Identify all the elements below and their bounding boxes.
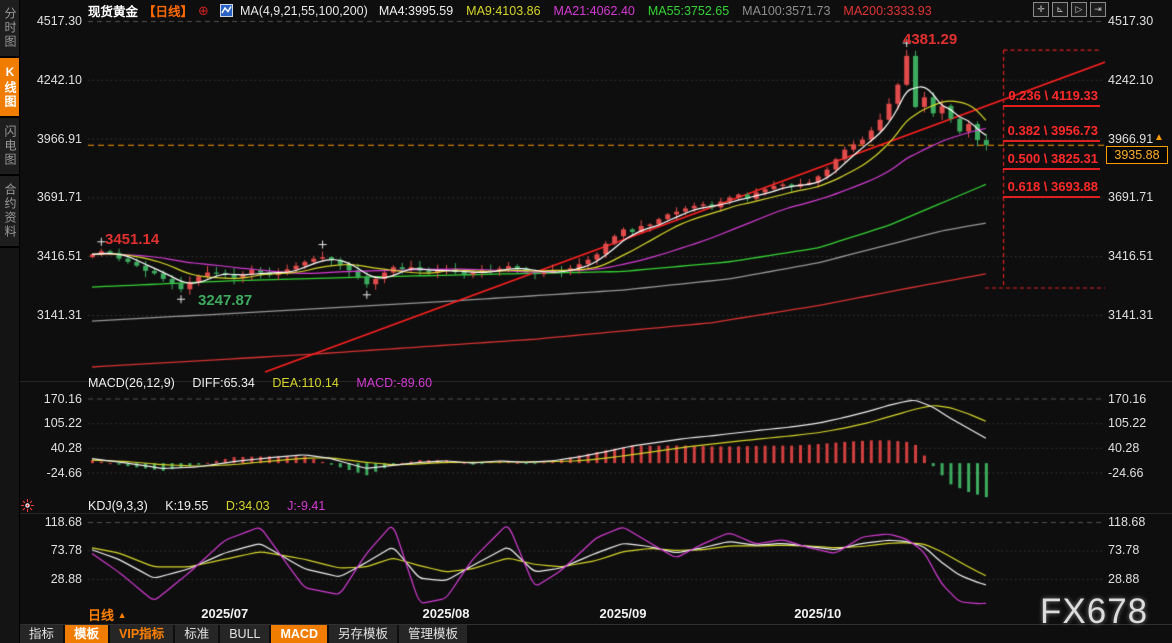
kdj-tick-left: 28.88 [50,571,82,586]
fib-level-line-3[interactable] [1003,195,1100,198]
macd-tick-left: 105.22 [43,416,82,431]
chart-style-icon[interactable] [219,4,233,17]
kdj-d-value: D:34.03 [225,499,270,513]
toolbar-tab-3[interactable]: 标准 [175,625,219,643]
macd-bar-value: MACD:-89.60 [356,376,433,390]
ma-value-4: MA100:3571.73 [742,3,831,18]
macd-tick-right: 170.16 [1108,391,1147,406]
toolbar-tab-7[interactable]: 管理模板 [399,625,468,643]
macd-tick-left: 170.16 [43,391,82,406]
add-indicator-icon[interactable]: ⊕ [198,2,209,18]
current-price-box: 3935.88 [1106,146,1168,165]
macd-tick-right: 40.28 [1108,440,1140,455]
price-tick-left: 4242.10 [36,72,82,87]
price-tick-left: 3966.91 [36,131,82,146]
bottom-toolbar: 指标 模板 VIP指标 标准 BULL MACD 另存模板 管理模板 [20,625,468,643]
sidebar-item-1[interactable]: K线图 [0,58,19,118]
date-label: 2025/08 [422,606,470,621]
fib-level-label-3: 0.618 \ 3693.88 [1007,178,1098,194]
period-tag: 【日线】 [143,5,194,19]
fib-level-line-0[interactable] [1003,105,1100,108]
price-tick-right: 3141.31 [1108,307,1154,322]
kdj-j-value: J:-9.41 [287,499,326,513]
swing-low-label: 3247.87 [198,292,253,309]
chart-header: 现货黄金 【日线】 ⊕ MA(4,9,21,55,100,200) MA4:39… [88,2,932,20]
kdj-k-value: K:19.55 [165,499,209,513]
fib-level-label-2: 0.500 \ 3825.31 [1007,150,1098,166]
price-tick-left: 3691.71 [36,190,82,205]
fib-level-label-1: 0.382 \ 3956.73 [1007,122,1098,138]
kdj-header: KDJ(9,3,3) K:19.55 D:34.03 J:-9.41 [88,499,339,513]
ma-value-2: MA21:4062.40 [553,3,635,18]
kdj-tick-left: 118.68 [44,515,82,529]
price-tick-right: 4242.10 [1108,72,1154,87]
fib-level-line-2[interactable] [1003,167,1100,170]
indicator-marker-icon[interactable] [21,499,34,517]
sidebar-item-2[interactable]: 闪电图 [0,118,19,176]
sidebar-item-3[interactable]: 合约资料 [0,176,19,248]
ma-values-legend: MA4:3995.59 MA9:4103.86 MA21:4062.40 MA55:3… [379,4,932,18]
fib-level-line-1[interactable] [1003,139,1100,142]
toolbar-tab-5[interactable]: MACD [271,625,327,643]
kdj-tick-right: 28.88 [1108,571,1140,586]
date-label: 2025/10 [794,606,842,621]
price-tick-right: 3691.71 [1108,190,1154,205]
play-chart-icon[interactable]: ▷ [1071,2,1087,17]
kdj-tick-right: 118.68 [1108,515,1146,529]
pane-separator [19,513,1172,514]
left-sidebar: 分时图 K线图 闪电图 合约资料 [0,0,20,643]
date-label: 2025/07 [201,606,249,621]
peak-price-label: 4381.29 [903,31,958,48]
macd-tick-left: -24.66 [46,465,82,480]
toolbar-tab-1[interactable]: 模板 [65,625,109,643]
symbol-name: 现货黄金 [88,5,139,19]
fit-chart-icon[interactable]: ⊾ [1052,2,1068,17]
price-tick-left: 3141.31 [36,307,82,322]
toolbar-tab-6[interactable]: 另存模板 [328,625,397,643]
fib-level-label-0: 0.236 \ 4119.33 [1008,88,1098,104]
sidebar-item-0[interactable]: 分时图 [0,0,19,58]
toolbar-tab-4[interactable]: BULL [220,625,270,643]
macd-header: MACD(26,12,9) DIFF:65.34 DEA:110.14 MACD… [88,376,446,390]
kdj-tick-right: 73.78 [1108,543,1140,558]
pane-separator [19,381,1172,382]
ma-value-3: MA55:3752.65 [647,3,730,18]
toolbar-tab-2[interactable]: VIP指标 [110,625,174,643]
kdj-tick-left: 73.78 [50,543,82,558]
header-toolbar: ✛ ⊾ ▷ ⇥ [1033,2,1106,17]
macd-tick-left: 40.28 [50,440,82,455]
price-tick-right: 4517.30 [1108,14,1154,28]
price-tick-left: 3416.51 [36,249,82,264]
price-tick-right: 3416.51 [1108,249,1154,264]
macd-params: MACD(26,12,9) [88,376,175,390]
toolbar-separator [19,624,1172,625]
ma-value-0: MA4:3995.59 [378,3,454,18]
price-tick-right: 3966.91 [1108,131,1154,146]
macd-dea-value: DEA:110.14 [272,376,339,390]
swing-high-label: 3451.14 [105,231,160,248]
toolbar-tab-0[interactable]: 指标 [20,625,64,643]
period-selector-label: 日线 [88,608,115,623]
ma-value-5: MA200:3333.93 [843,3,932,18]
pan-icon[interactable]: ✛ [1033,2,1049,17]
macd-diff-value: DIFF:65.34 [192,376,255,390]
date-label: 2025/09 [599,606,647,621]
price-tick-left: 4517.30 [36,14,82,28]
watermark: FX678 [1040,592,1149,631]
period-selector[interactable]: 日线 ▲ [88,605,127,624]
kdj-params: KDJ(9,3,3) [88,499,148,513]
macd-tick-right: -24.66 [1108,465,1144,480]
chevron-up-icon: ▲ [117,610,127,620]
jump-latest-icon[interactable]: ⇥ [1090,2,1106,17]
scroll-to-latest-icon[interactable]: ▲ [1154,132,1164,144]
ma-params-label: MA(4,9,21,55,100,200) [239,3,368,18]
ma-value-1: MA9:4103.86 [466,3,541,18]
macd-tick-right: 105.22 [1108,416,1147,431]
